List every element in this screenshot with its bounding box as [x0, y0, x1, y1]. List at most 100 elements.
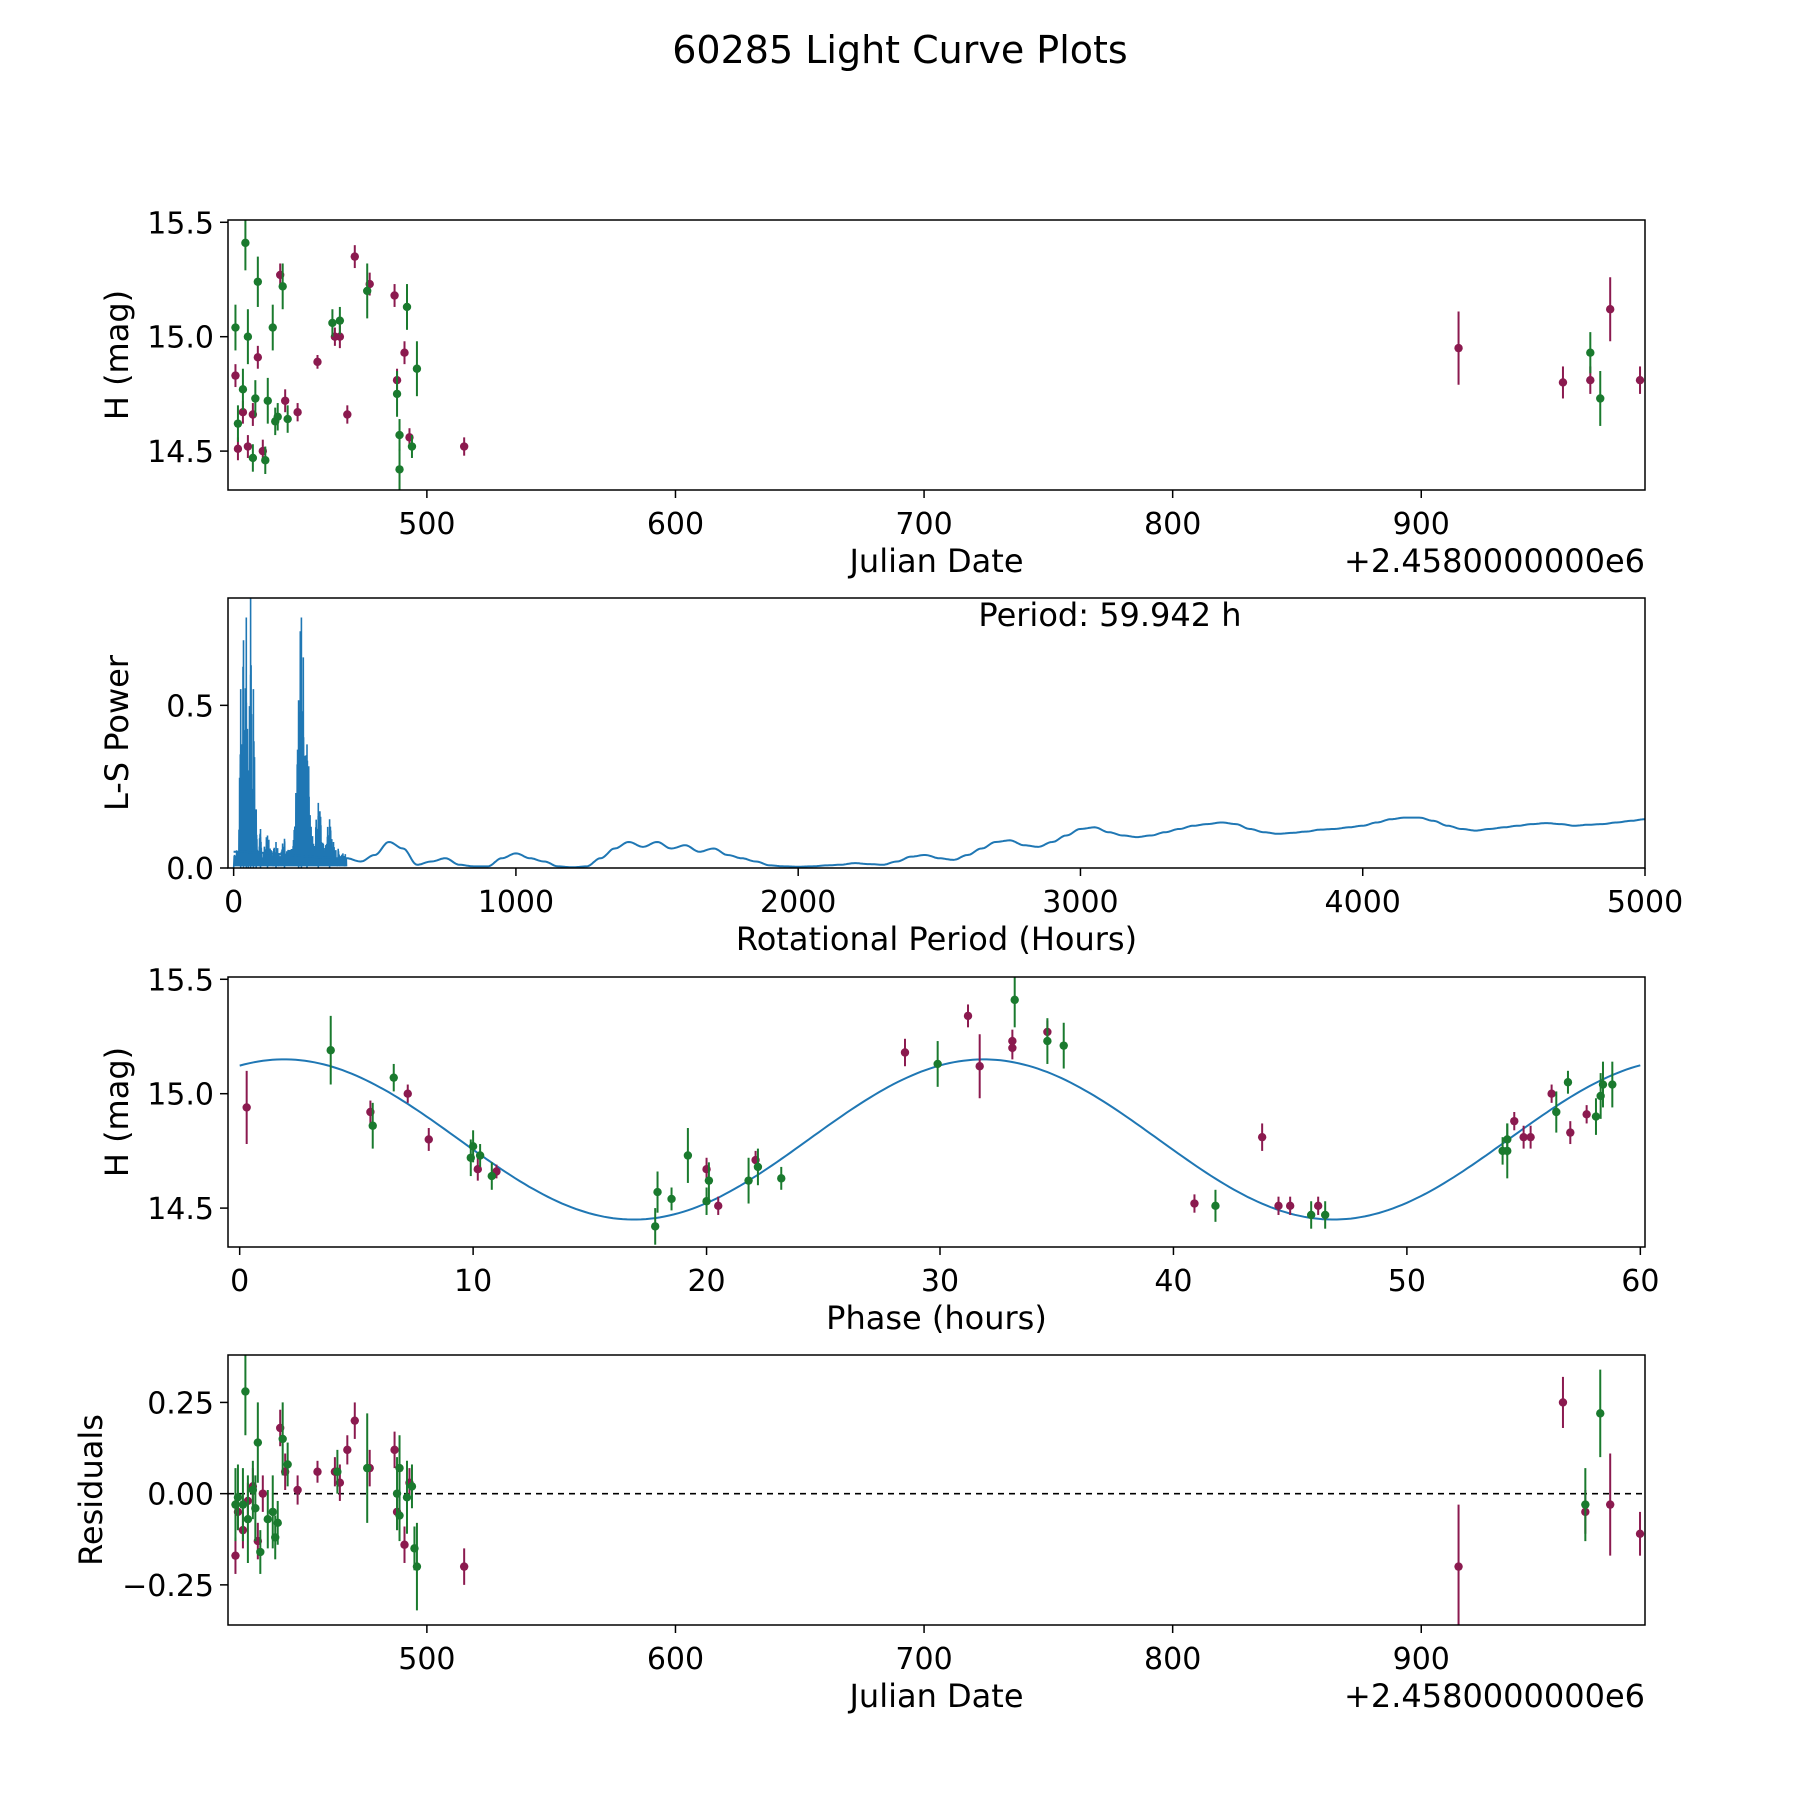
- data-point: [702, 1197, 711, 1206]
- data-point: [368, 1121, 377, 1130]
- data-point: [251, 1504, 260, 1513]
- data-point: [395, 465, 404, 474]
- data-point: [242, 1103, 251, 1112]
- plot-area: [232, 598, 1645, 868]
- data-point: [363, 1463, 372, 1473]
- series-filter-A: [231, 1376, 1645, 1625]
- panel-periodogram: 0 1000 2000 3000 4000 5000 0.0 0.5 Rotational Pe…: [98, 596, 1683, 958]
- data-point: [268, 323, 277, 332]
- plot-area: [228, 1355, 1645, 1625]
- data-point: [350, 1416, 359, 1425]
- data-point: [333, 1467, 342, 1476]
- y-tick-label: 0.5: [166, 689, 214, 724]
- data-point: [251, 394, 260, 403]
- data-point: [241, 238, 250, 248]
- x-tick-label: 10: [454, 1264, 492, 1299]
- data-point: [400, 348, 409, 357]
- data-point: [473, 1165, 482, 1174]
- x-tick-label: 800: [1144, 507, 1201, 542]
- data-point: [278, 282, 287, 291]
- data-point: [238, 1500, 248, 1509]
- data-point: [395, 1463, 404, 1473]
- data-point: [293, 1485, 302, 1495]
- series-filter-A: [242, 1004, 1591, 1215]
- data-point: [335, 316, 345, 325]
- data-point: [1558, 1398, 1568, 1407]
- x-tick-label: 0: [224, 885, 243, 920]
- period-annotation: Period: 59.942 h: [978, 596, 1241, 634]
- x-offset-label: +2.4580000000e6: [1344, 1677, 1645, 1715]
- x-tick-label: 600: [647, 507, 704, 542]
- data-point: [392, 389, 402, 399]
- data-point: [243, 442, 253, 451]
- data-point: [1454, 1562, 1463, 1571]
- panel-residuals: 500 600 700 800 900 −0.25 0.00 0.25 Julian Date R…: [72, 1354, 1646, 1715]
- data-point: [1510, 1116, 1519, 1126]
- x-axis-label: Julian Date: [847, 1677, 1023, 1715]
- data-point: [407, 1482, 417, 1491]
- data-point: [313, 357, 322, 367]
- plot-area: [231, 220, 1645, 490]
- data-point: [459, 1562, 469, 1571]
- data-point: [335, 332, 345, 341]
- data-point: [963, 1011, 973, 1021]
- plot-area: [239, 977, 1641, 1245]
- data-point: [1596, 1409, 1605, 1418]
- data-point: [1605, 1500, 1615, 1509]
- data-point: [1552, 1107, 1561, 1117]
- x-tick-label: 50: [1388, 1264, 1426, 1299]
- data-point: [1059, 1041, 1068, 1050]
- data-point: [233, 444, 243, 454]
- figure-title: 60285 Light Curve Plots: [672, 28, 1128, 72]
- y-tick-label: −0.25: [122, 1569, 214, 1604]
- x-tick-label: 5000: [1607, 885, 1683, 920]
- data-point: [1010, 995, 1019, 1005]
- data-point: [933, 1059, 942, 1069]
- series-filter-B: [231, 220, 1605, 490]
- data-point: [1581, 1500, 1590, 1509]
- x-tick-label: 600: [647, 1642, 704, 1677]
- data-point: [1211, 1201, 1220, 1211]
- x-tick-label: 800: [1144, 1642, 1201, 1677]
- data-point: [468, 1142, 478, 1151]
- data-point: [402, 1493, 412, 1502]
- axes-frame: [227, 597, 1646, 869]
- series-filter-B: [326, 977, 1617, 1245]
- data-point: [1596, 394, 1605, 403]
- data-point: [253, 277, 263, 286]
- data-point: [403, 1089, 412, 1098]
- data-point: [1313, 1201, 1323, 1211]
- data-point: [777, 1174, 786, 1183]
- data-point: [243, 1514, 253, 1524]
- data-point: [256, 1547, 265, 1557]
- axes-frame: [227, 219, 1646, 491]
- y-tick-label: 14.5: [147, 435, 214, 470]
- data-point: [1503, 1146, 1512, 1156]
- data-point: [1274, 1201, 1283, 1211]
- data-point: [231, 323, 240, 332]
- x-tick-label: 500: [398, 1642, 455, 1677]
- data-point: [389, 1073, 398, 1082]
- data-point: [343, 410, 352, 419]
- data-point: [1635, 1529, 1645, 1538]
- data-point: [253, 1438, 263, 1447]
- data-point: [402, 302, 412, 312]
- data-point: [753, 1162, 763, 1172]
- data-point: [273, 412, 282, 421]
- data-point: [1586, 375, 1595, 385]
- data-point: [1008, 1043, 1017, 1053]
- data-point: [412, 364, 422, 373]
- data-point: [1454, 343, 1463, 353]
- x-tick-label: 1000: [478, 885, 554, 920]
- data-point: [1306, 1210, 1316, 1220]
- panel-phased: 0 10 20 30 40 50 60 14.5 15.0 15.5 Phase (hours) H …: [98, 963, 1659, 1337]
- data-point: [261, 456, 270, 465]
- data-point: [343, 1445, 352, 1455]
- y-tick-label: 15.0: [147, 321, 214, 356]
- data-point: [400, 1540, 409, 1549]
- axes-frame: [227, 976, 1646, 1248]
- y-axis-label: Residuals: [72, 1414, 110, 1566]
- data-point: [412, 1562, 422, 1571]
- data-point: [350, 252, 359, 261]
